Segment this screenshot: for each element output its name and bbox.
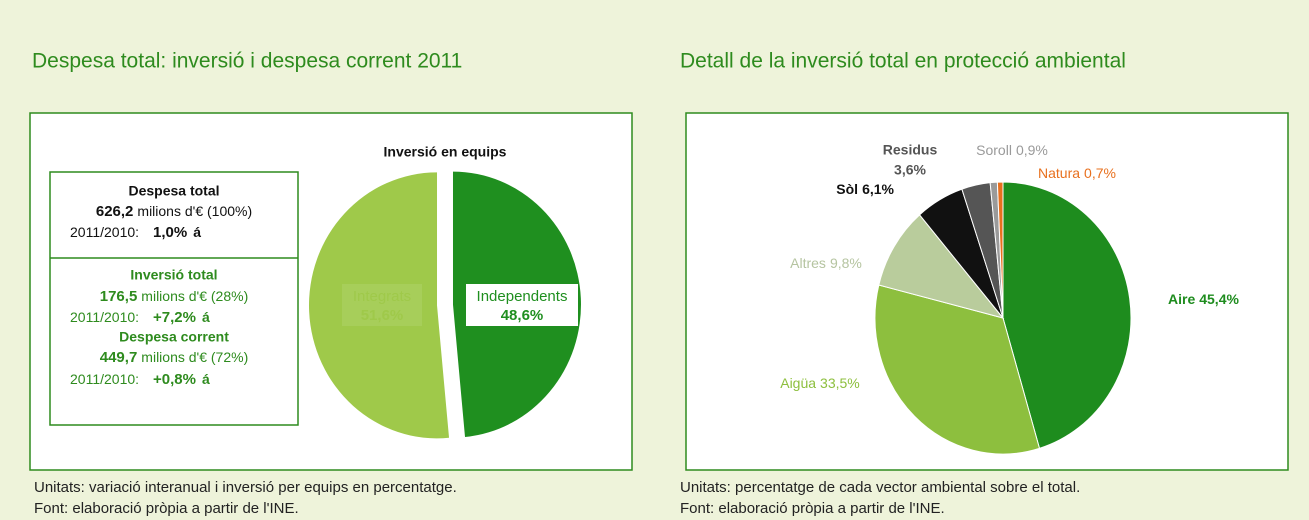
- pie-slice: [874, 284, 1041, 455]
- left-note: Font: elaboració pròpia a partir de l'IN…: [34, 500, 299, 517]
- slice-value: 51,6%: [361, 307, 404, 324]
- summary-change-line: 2011/2010: +0,8% á: [70, 371, 210, 388]
- slice-value: 9,8%: [830, 255, 862, 271]
- summary-amount-line: 449,7 milions d'€ (72%): [100, 349, 248, 366]
- label-box: [466, 284, 578, 326]
- slice-label: Aigüa: [780, 375, 816, 391]
- summary-amount-line: 626,2 milions d'€ (100%): [96, 203, 252, 220]
- summary-box: [49, 171, 299, 426]
- left-note: Unitats: variació interanual i inversió …: [34, 479, 457, 496]
- unit: milions d'€ (28%): [141, 288, 248, 304]
- slice-label-line: Soroll 0,9%: [976, 142, 1048, 158]
- change: +7,2%: [153, 309, 196, 326]
- summary-title: Despesa corrent: [119, 329, 229, 345]
- summary-change-line: 2011/2010: 1,0% á: [70, 224, 201, 241]
- slice-label: Aire: [1168, 291, 1195, 307]
- period: 2011/2010:: [70, 224, 139, 240]
- left-title: Despesa total: inversió i despesa corren…: [32, 50, 462, 73]
- change: 1,0%: [153, 224, 187, 241]
- amount: 626,2: [96, 203, 134, 220]
- slice-label-line: Aire 45,4%: [1168, 291, 1239, 307]
- summary-title: Inversió total: [130, 267, 217, 283]
- slice-label: Sòl: [836, 181, 858, 197]
- slice-label: Altres: [790, 255, 826, 271]
- slice-value: 0,9%: [1016, 142, 1048, 158]
- pie-slice: [996, 181, 1004, 319]
- unit: milions d'€ (72%): [141, 349, 248, 365]
- summary-amount-line: 176,5 milions d'€ (28%): [100, 288, 248, 305]
- change: +0,8%: [153, 371, 196, 388]
- arrow: á: [202, 371, 210, 387]
- amount: 176,5: [100, 288, 138, 305]
- pie-slice: [1002, 181, 1132, 449]
- slice-label: Residus: [883, 142, 938, 158]
- pie-subtitle: Inversió en equips: [384, 144, 507, 160]
- unit: milions d'€ (100%): [137, 203, 252, 219]
- slice-value: 3,6%: [894, 162, 926, 178]
- period: 2011/2010:: [70, 309, 139, 325]
- summary-change-line: 2011/2010: +7,2% á: [70, 309, 210, 326]
- slice-label-line: Sòl 6,1%: [836, 181, 894, 197]
- label-box: [342, 284, 422, 326]
- slice-value: 33,5%: [820, 375, 860, 391]
- slice-value: 6,1%: [862, 181, 894, 197]
- pie-slice: [309, 172, 450, 439]
- slice-label: Soroll: [976, 142, 1012, 158]
- slice-label: Natura: [1038, 165, 1080, 181]
- slice-value: 0,7%: [1084, 165, 1116, 181]
- right-note: Unitats: percentatge de cada vector ambi…: [680, 479, 1080, 496]
- slice-label: Independents: [477, 288, 568, 305]
- slice-value: 45,4%: [1199, 291, 1239, 307]
- arrow: á: [193, 224, 201, 240]
- slice-label: Integrats: [353, 288, 411, 305]
- slice-label-line: Altres 9,8%: [790, 255, 862, 271]
- summary-title: Despesa total: [128, 183, 219, 199]
- slice-value: 48,6%: [501, 307, 544, 324]
- period: 2011/2010:: [70, 371, 139, 387]
- right-title: Detall de la inversió total en protecció…: [680, 50, 1126, 73]
- slice-label-line: Aigüa 33,5%: [780, 375, 860, 391]
- amount: 449,7: [100, 349, 138, 366]
- right-note: Font: elaboració pròpia a partir de l'IN…: [680, 500, 945, 517]
- slice-label-line: Natura 0,7%: [1038, 165, 1116, 181]
- pie-slice: [878, 214, 1005, 319]
- arrow: á: [202, 309, 210, 325]
